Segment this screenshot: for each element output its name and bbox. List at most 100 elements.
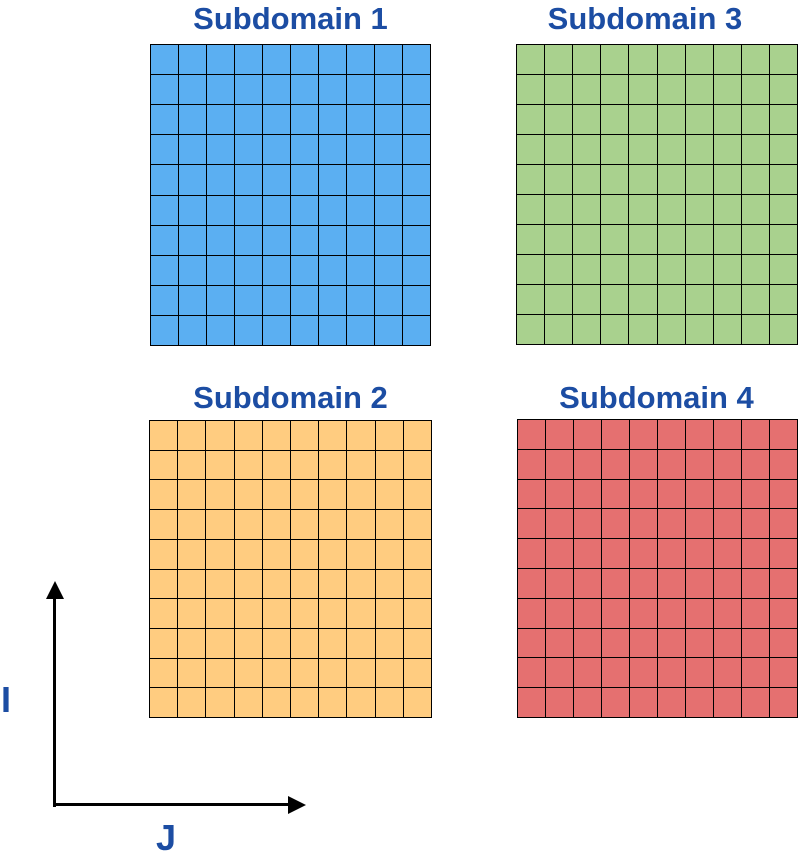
grid-cell — [742, 628, 770, 659]
grid-cell — [574, 420, 602, 450]
grid-cell — [769, 165, 798, 195]
grid-cell — [517, 285, 546, 315]
grid-cell — [545, 285, 574, 315]
grid-cell — [375, 569, 404, 600]
grid-cell — [657, 225, 686, 255]
grid-cell — [658, 420, 686, 450]
grid-cell — [713, 45, 742, 75]
grid-cell — [517, 255, 546, 285]
grid-cell — [234, 658, 263, 689]
grid-cell — [375, 225, 403, 256]
grid-cell — [685, 75, 714, 105]
grid-cell — [630, 628, 658, 659]
grid-cell — [601, 225, 630, 255]
grid-cell — [319, 539, 348, 570]
grid-cell — [235, 165, 263, 196]
grid-cell — [263, 105, 291, 136]
grid-cell — [150, 539, 179, 570]
grid-cell — [403, 255, 431, 286]
grid-cell — [178, 628, 207, 659]
grid-cell — [742, 688, 770, 718]
grid-cell — [263, 165, 291, 196]
grid-cell — [207, 255, 235, 286]
grid-cell — [375, 255, 403, 286]
grid-cell — [262, 539, 291, 570]
grid-cell — [375, 450, 404, 481]
grid-cell — [150, 450, 179, 481]
grid-cell — [629, 165, 658, 195]
grid-cell — [657, 315, 686, 345]
grid-cell — [769, 45, 798, 75]
grid-cell — [291, 45, 319, 76]
grid-cell — [291, 658, 320, 689]
grid-cell — [770, 598, 798, 629]
grid-cell — [151, 285, 179, 316]
grid-cell — [602, 479, 630, 510]
grid-cell — [347, 628, 376, 659]
grid-cell — [263, 285, 291, 316]
grid-cell — [151, 315, 179, 346]
grid-cell — [573, 315, 602, 345]
grid-cell — [319, 510, 348, 540]
grid-cell — [630, 420, 658, 450]
grid-cell — [347, 135, 375, 166]
grid-cell — [235, 315, 263, 346]
grid-cell — [234, 480, 263, 511]
grid-cell — [206, 421, 235, 451]
grid-cell — [262, 658, 291, 689]
grid-cell — [207, 225, 235, 256]
grid-cell — [319, 75, 347, 106]
grid-cell — [347, 539, 376, 570]
grid-cell — [657, 75, 686, 105]
grid-cell — [375, 105, 403, 136]
grid-cell — [291, 225, 319, 256]
grid-cell — [658, 598, 686, 629]
grid-cell — [262, 421, 291, 451]
grid-cell — [713, 165, 742, 195]
grid-cell — [685, 315, 714, 345]
grid-cell — [150, 569, 179, 600]
grid-cell — [319, 421, 348, 451]
grid-cell — [573, 135, 602, 165]
grid-cell — [347, 195, 375, 226]
grid-cell — [207, 165, 235, 196]
grid-cell — [375, 45, 403, 76]
grid-cell — [347, 510, 376, 540]
grid-cell — [546, 479, 574, 510]
grid-cell — [206, 628, 235, 659]
grid-cell — [657, 195, 686, 225]
grid-cell — [263, 75, 291, 106]
grid-cell — [291, 105, 319, 136]
right-arrowhead-icon — [288, 795, 306, 814]
grid-cell — [403, 45, 431, 76]
grid-cell — [375, 480, 404, 511]
grid-cell — [207, 45, 235, 76]
grid-cell — [291, 135, 319, 166]
grid-cell — [713, 315, 742, 345]
grid-cell — [545, 255, 574, 285]
grid-cell — [657, 105, 686, 135]
grid-cell — [347, 569, 376, 600]
grid-cell — [375, 421, 404, 451]
grid-cell — [742, 658, 770, 689]
grid-cell — [234, 539, 263, 570]
grid-cell — [630, 539, 658, 569]
grid-cell — [686, 688, 714, 718]
grid-cell — [151, 255, 179, 286]
grid-cell — [291, 599, 320, 629]
grid-cell — [601, 75, 630, 105]
grid-cell — [546, 688, 574, 718]
grid-cell — [518, 420, 546, 450]
subdomain-3-title: Subdomain 3 — [547, 1, 743, 36]
grid-cell — [573, 255, 602, 285]
grid-cell — [403, 569, 432, 600]
grid-cell — [714, 658, 742, 689]
grid-cell — [178, 450, 207, 481]
grid-cell — [375, 628, 404, 659]
grid-cell — [262, 480, 291, 511]
grid-cell — [347, 599, 376, 629]
grid-cell — [375, 195, 403, 226]
grid-cell — [150, 480, 179, 511]
grid-cell — [630, 688, 658, 718]
grid-cell — [179, 255, 207, 286]
